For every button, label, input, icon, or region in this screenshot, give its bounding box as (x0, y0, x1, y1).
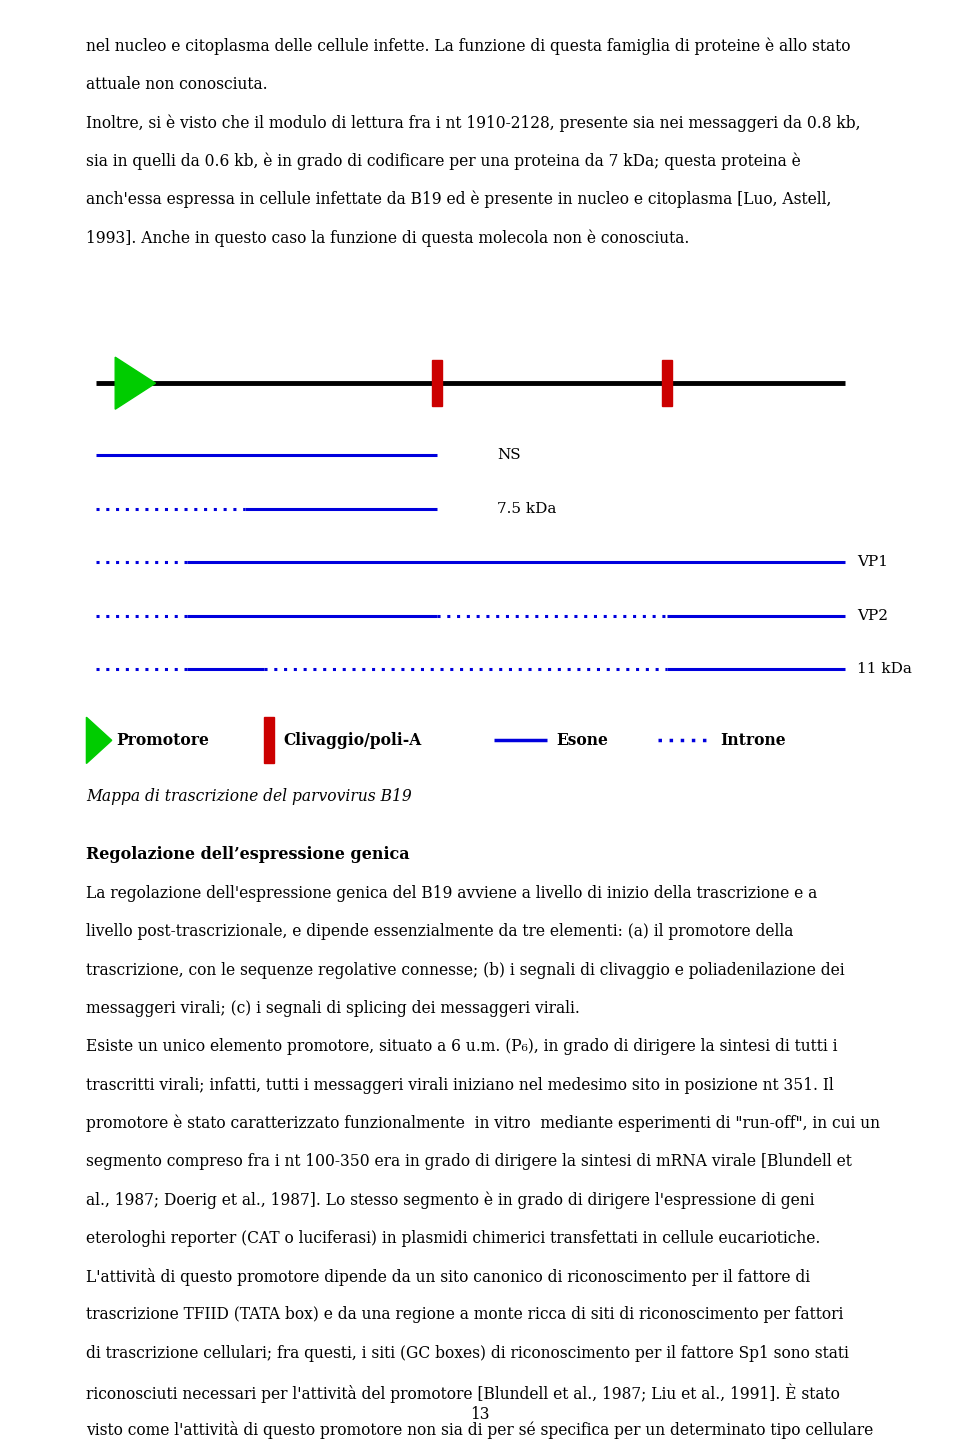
Text: Inoltre, si è visto che il modulo di lettura fra i nt 1910-2128, presente sia ne: Inoltre, si è visto che il modulo di let… (86, 114, 861, 132)
Text: promotore è stato caratterizzato funzionalmente  in vitro  mediante esperimenti : promotore è stato caratterizzato funzion… (86, 1115, 880, 1132)
Text: Esone: Esone (557, 732, 609, 749)
Text: VP1: VP1 (857, 555, 888, 570)
Text: di trascrizione cellulari; fra questi, i siti (GC boxes) di riconoscimento per i: di trascrizione cellulari; fra questi, i… (86, 1345, 850, 1362)
Text: L'attività di questo promotore dipende da un sito canonico di riconoscimento per: L'attività di questo promotore dipende d… (86, 1268, 810, 1285)
Text: 11 kDa: 11 kDa (857, 662, 912, 677)
Text: anch'essa espressa in cellule infettate da B19 ed è presente in nucleo e citopla: anch'essa espressa in cellule infettate … (86, 191, 831, 208)
Bar (431, 360, 442, 406)
Text: NS: NS (497, 448, 521, 463)
Text: al., 1987; Doerig et al., 1987]. Lo stesso segmento è in grado di dirigere l'esp: al., 1987; Doerig et al., 1987]. Lo stes… (86, 1192, 815, 1209)
Text: trascrizione TFIID (TATA box) e da una regione a monte ricca di siti di riconosc: trascrizione TFIID (TATA box) e da una r… (86, 1307, 844, 1323)
Text: sia in quelli da 0.6 kb, è in grado di codificare per una proteina da 7 kDa; que: sia in quelli da 0.6 kb, è in grado di c… (86, 153, 802, 171)
Polygon shape (115, 357, 156, 409)
Text: trascritti virali; infatti, tutti i messaggeri virali iniziano nel medesimo sito: trascritti virali; infatti, tutti i mess… (86, 1076, 834, 1093)
Text: La regolazione dell'espressione genica del B19 avviene a livello di inizio della: La regolazione dell'espressione genica d… (86, 885, 818, 902)
Text: visto come l'attività di questo promotore non sia di per sé specifica per un det: visto come l'attività di questo promotor… (86, 1421, 874, 1439)
Text: Promotore: Promotore (116, 732, 209, 749)
Text: messaggeri virali; (c) i segnali di splicing dei messaggeri virali.: messaggeri virali; (c) i segnali di spli… (86, 1001, 580, 1017)
Text: 13: 13 (470, 1406, 490, 1423)
Text: Regolazione dell’espressione genica: Regolazione dell’espressione genica (86, 846, 410, 863)
Text: riconosciuti necessari per l'attività del promotore [Blundell et al., 1987; Liu : riconosciuti necessari per l'attività de… (86, 1382, 840, 1403)
Bar (264, 717, 274, 763)
Text: VP2: VP2 (857, 609, 888, 623)
Polygon shape (86, 717, 111, 763)
Text: Clivaggio/poli-A: Clivaggio/poli-A (283, 732, 421, 749)
Text: 1993]. Anche in questo caso la funzione di questa molecola non è conosciuta.: 1993]. Anche in questo caso la funzione … (86, 228, 690, 247)
Text: attuale non conosciuta.: attuale non conosciuta. (86, 75, 268, 93)
Text: livello post-trascrizionale, e dipende essenzialmente da tre elementi: (a) il pr: livello post-trascrizionale, e dipende e… (86, 924, 794, 940)
Text: nel nucleo e citoplasma delle cellule infette. La funzione di questa famiglia di: nel nucleo e citoplasma delle cellule in… (86, 38, 851, 55)
Text: eterologhi reporter (CAT o luciferasi) in plasmidi chimerici transfettati in cel: eterologhi reporter (CAT o luciferasi) i… (86, 1229, 821, 1246)
Text: 7.5 kDa: 7.5 kDa (497, 502, 557, 516)
Text: Mappa di trascrizione del parvovirus B19: Mappa di trascrizione del parvovirus B19 (86, 788, 412, 805)
Bar (662, 360, 672, 406)
Text: trascrizione, con le sequenze regolative connesse; (b) i segnali di clivaggio e : trascrizione, con le sequenze regolative… (86, 962, 845, 979)
Text: Introne: Introne (720, 732, 785, 749)
Text: segmento compreso fra i nt 100-350 era in grado di dirigere la sintesi di mRNA v: segmento compreso fra i nt 100-350 era i… (86, 1154, 852, 1170)
Text: Esiste un unico elemento promotore, situato a 6 u.m. (P₆), in grado di dirigere : Esiste un unico elemento promotore, situ… (86, 1038, 838, 1056)
